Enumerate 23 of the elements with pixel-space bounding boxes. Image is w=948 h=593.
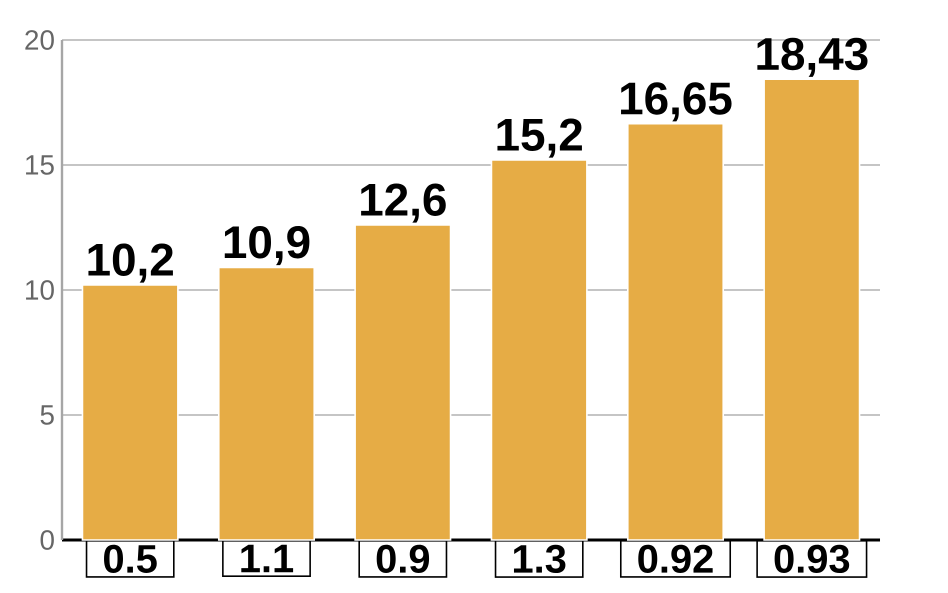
bar bbox=[354, 224, 452, 541]
x-tick-label: 1.1 bbox=[241, 544, 294, 572]
y-tick-label: 10 bbox=[26, 280, 54, 300]
y-tick-label: 15 bbox=[26, 155, 54, 175]
y-tick-label: 0 bbox=[40, 530, 54, 550]
data-label: 18,43 bbox=[757, 38, 868, 77]
x-tick-label: 1.3 bbox=[514, 544, 566, 574]
x-tick-label: 0.92 bbox=[638, 544, 713, 573]
x-tick-label: 0.93 bbox=[774, 544, 850, 574]
bar bbox=[82, 284, 179, 541]
bar bbox=[490, 159, 588, 541]
bar bbox=[763, 78, 860, 541]
data-label: 10,2 bbox=[88, 244, 173, 283]
data-label: 16,65 bbox=[621, 82, 732, 122]
y-tick-label: 20 bbox=[25, 30, 54, 50]
data-label: 12,6 bbox=[361, 184, 446, 223]
bar bbox=[218, 266, 316, 541]
data-label: 15,2 bbox=[497, 118, 582, 158]
x-tick-label: 0.9 bbox=[376, 544, 430, 573]
y-tick-label: 5 bbox=[40, 405, 54, 425]
bar bbox=[626, 122, 724, 541]
data-label: 10,9 bbox=[224, 226, 310, 266]
x-tick-label: 0.5 bbox=[104, 544, 157, 573]
